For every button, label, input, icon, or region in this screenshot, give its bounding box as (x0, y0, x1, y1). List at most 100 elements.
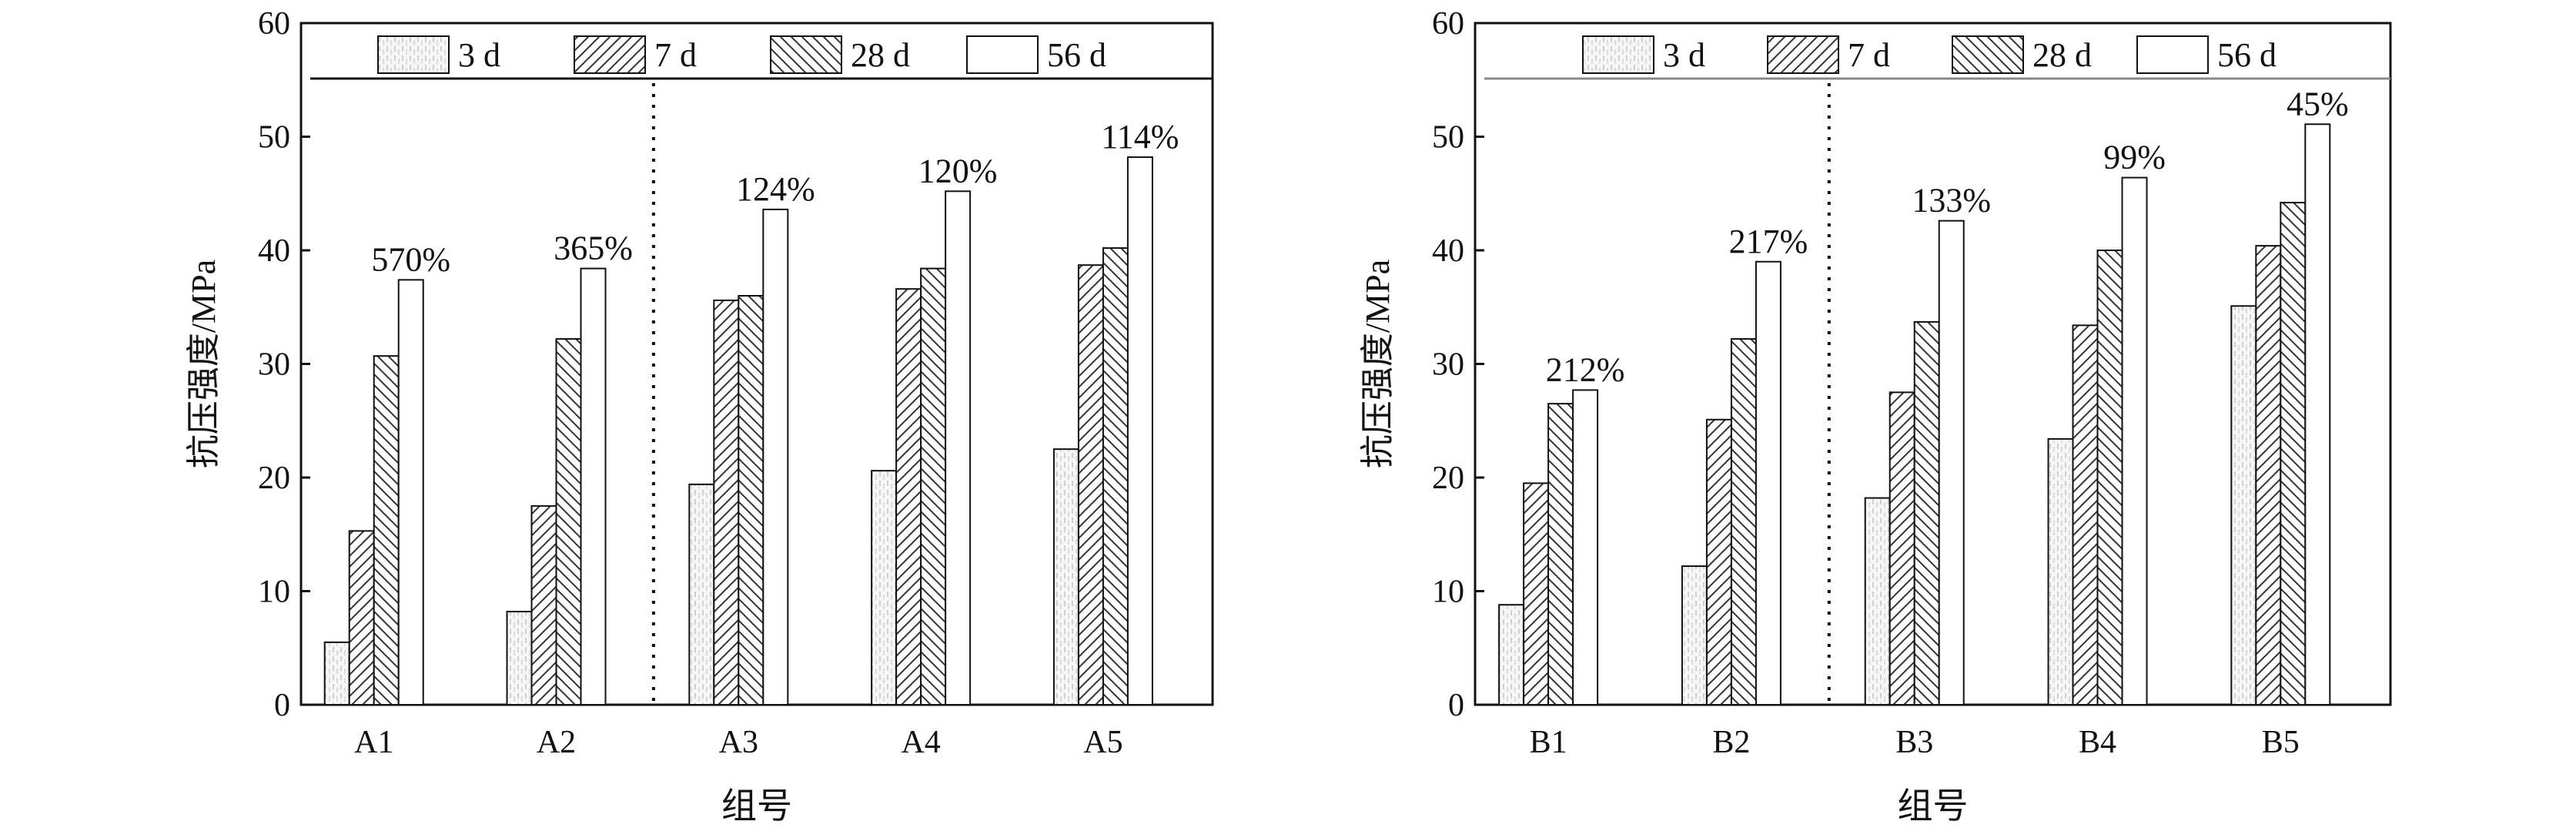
x-tick-label: A5 (1083, 725, 1122, 760)
x-axis-label: 组号 (1898, 786, 1969, 826)
y-tick-label: 0 (1448, 688, 1464, 723)
x-tick-label: A2 (537, 725, 576, 760)
legend-item: 3 d (1582, 35, 1705, 74)
bar-56d-A2 (580, 267, 607, 706)
growth-annotation: 365% (554, 230, 633, 267)
bar-28d-A1 (373, 355, 400, 706)
legend-item: 56 d (966, 35, 1106, 74)
legend-item: 7 d (574, 35, 697, 74)
bar-7d-A4 (895, 288, 922, 706)
bar-3d-B2 (1681, 565, 1708, 706)
bar-7d-A1 (348, 530, 375, 706)
bar-3d-B1 (1498, 604, 1525, 706)
y-axis-label: 抗压强度/MPa (185, 260, 222, 468)
legend-swatch (1952, 35, 2024, 74)
growth-annotation: 570% (371, 240, 450, 278)
chart-panel-2: 0 10 20 30 40 50 60 B1 212% B2 217% B3 133% B4 99% B5 45… (1359, 6, 2392, 826)
legend-item: 56 d (2136, 35, 2277, 74)
legend-label: 7 d (654, 36, 697, 74)
y-tick-label: 20 (1432, 461, 1464, 496)
bar-56d-B1 (1572, 389, 1599, 706)
bar-28d-A2 (555, 338, 582, 706)
y-tick-label: 50 (1432, 120, 1464, 156)
legend-label: 56 d (1047, 36, 1106, 74)
bar-7d-B3 (1889, 391, 1915, 706)
legend-label: 28 d (2032, 36, 2092, 74)
bar-56d-A1 (397, 279, 424, 706)
legend-swatch (377, 35, 450, 74)
chart-panel-1: 0 10 20 30 40 50 60 A1 570% A2 365% A3 124% A4 120% A5 1… (185, 6, 1214, 826)
bar-3d-A5 (1052, 448, 1079, 706)
bar-3d-A2 (506, 611, 533, 706)
bar-28d-A3 (738, 295, 764, 706)
growth-annotation: 124% (736, 170, 815, 208)
bar-3d-B4 (2047, 437, 2074, 706)
bar-3d-A1 (323, 641, 350, 706)
legend-swatch (966, 35, 1039, 74)
bar-56d-B4 (2121, 176, 2148, 706)
y-tick-label: 50 (258, 120, 290, 156)
y-tick-label: 20 (258, 461, 290, 496)
growth-annotation: 120% (918, 152, 998, 189)
legend-item: 28 d (770, 35, 910, 74)
bar-28d-B4 (2096, 250, 2123, 706)
x-tick-label: B4 (2079, 725, 2116, 760)
x-axis-label: 组号 (721, 786, 792, 826)
bar-7d-B2 (1705, 418, 1732, 706)
bar-3d-B5 (2230, 305, 2257, 706)
legend-item: 3 d (377, 35, 500, 74)
bar-7d-B1 (1523, 482, 1550, 706)
bar-3d-A4 (871, 470, 898, 706)
y-tick-label: 60 (1432, 6, 1464, 42)
bar-56d-A5 (1126, 156, 1153, 706)
legend-swatch (2136, 35, 2209, 74)
legend-item: 28 d (1952, 35, 2092, 74)
bar-28d-B5 (2280, 202, 2307, 706)
x-tick-label: B1 (1530, 725, 1567, 760)
y-tick-label: 40 (1432, 233, 1464, 269)
y-tick-label: 10 (1432, 575, 1464, 610)
x-tick-label: A1 (354, 725, 393, 760)
bar-56d-B5 (2304, 123, 2331, 706)
legend-swatch (574, 35, 646, 74)
bar-56d-B2 (1755, 260, 1781, 706)
growth-annotation: 212% (1546, 350, 1625, 388)
y-tick-label: 30 (1432, 347, 1464, 383)
x-tick-label: A3 (719, 725, 758, 760)
bar-28d-A4 (920, 267, 947, 706)
y-tick-label: 30 (258, 347, 290, 383)
bar-28d-A5 (1102, 247, 1129, 706)
x-tick-label: A4 (901, 725, 940, 760)
y-tick-label: 40 (258, 233, 290, 269)
legend-swatch (770, 35, 842, 74)
bar-56d-A4 (945, 190, 972, 706)
legend-label: 28 d (851, 36, 910, 74)
bar-56d-A3 (762, 208, 789, 706)
bar-28d-B2 (1730, 338, 1757, 706)
legend-item: 7 d (1767, 35, 1890, 74)
bar-7d-A2 (530, 504, 557, 706)
x-tick-label: B2 (1712, 725, 1750, 760)
growth-annotation: 45% (2287, 85, 2349, 122)
bar-7d-A3 (713, 299, 740, 706)
growth-annotation: 99% (2103, 139, 2166, 176)
x-tick-label: B3 (1895, 725, 1933, 760)
legend-label: 56 d (2217, 36, 2277, 74)
legend-label: 3 d (1663, 36, 1705, 74)
y-tick-label: 10 (258, 575, 290, 610)
bar-28d-B3 (1913, 320, 1940, 706)
bar-7d-A5 (1077, 264, 1104, 706)
legend-label: 7 d (1848, 36, 1890, 74)
bar-3d-B3 (1864, 497, 1891, 706)
bar-7d-B5 (2255, 245, 2282, 706)
bar-7d-B4 (2072, 324, 2099, 706)
growth-annotation: 114% (1101, 118, 1179, 156)
legend-swatch (1767, 35, 1839, 74)
y-tick-label: 60 (258, 6, 290, 42)
y-tick-label: 0 (274, 688, 290, 723)
bar-28d-B1 (1547, 403, 1574, 706)
x-tick-label: B5 (2262, 725, 2300, 760)
growth-annotation: 217% (1729, 223, 1808, 260)
bar-3d-A3 (688, 483, 715, 706)
